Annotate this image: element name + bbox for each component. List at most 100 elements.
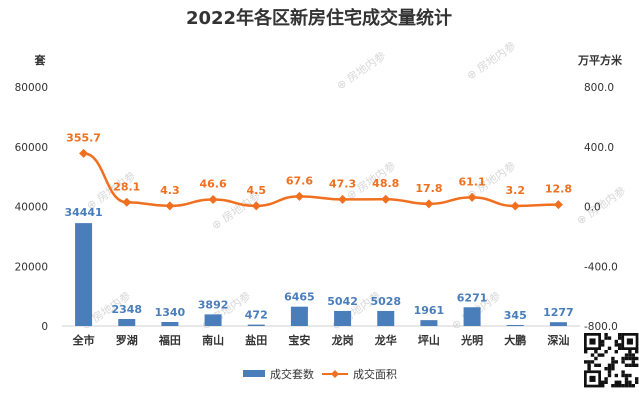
qr-module (628, 353, 632, 357)
line-value-label: 12.8 (545, 183, 572, 196)
bar (290, 306, 308, 326)
legend-marker-line (331, 370, 339, 378)
bar (463, 307, 481, 326)
bar-value-label: 345 (504, 309, 527, 322)
qr-module (624, 356, 629, 361)
line-value-label: 355.7 (66, 131, 101, 144)
qr-module (624, 353, 629, 357)
watermark-text: ⊕ 房地内参 (334, 48, 388, 92)
qr-module (597, 363, 601, 367)
qr-module (631, 356, 635, 361)
qr-module (604, 333, 608, 337)
qr-module (631, 363, 635, 367)
category-label: 坪山 (418, 333, 440, 347)
left-tick-label: 0 (41, 321, 48, 333)
bar-value-label: 1961 (414, 304, 445, 317)
line-point (424, 199, 434, 209)
category-label: 大鹏 (504, 333, 526, 347)
category-label: 龙岗 (331, 333, 354, 347)
qr-module (621, 384, 625, 388)
bar-value-label: 6271 (457, 291, 488, 304)
line-point (338, 194, 348, 204)
category-label: 南山 (202, 333, 224, 347)
category-labels: 全市 罗湖 福田 南山 盐田 宝安 龙岗 龙华 坪山 光明 大鹏 深汕 (72, 333, 570, 347)
category-label: 福田 (158, 333, 181, 347)
qr-module (587, 367, 591, 371)
line-point (467, 192, 477, 202)
qr-module (618, 384, 622, 388)
qr-module (587, 360, 591, 364)
line-point (122, 197, 132, 207)
right-tick-label: 0.0 (584, 202, 601, 214)
bar-value-label: 472 (245, 309, 268, 322)
qr-module (614, 343, 618, 347)
qr-module (614, 380, 618, 384)
qr-module (631, 384, 635, 388)
legend: 成交套数 成交面积 (243, 367, 397, 381)
qr-module (601, 380, 605, 384)
qr-module (611, 360, 615, 364)
qr-module (601, 339, 605, 344)
qr-module (601, 343, 605, 347)
qr-module (621, 373, 625, 378)
qr-module (607, 346, 612, 350)
bar (204, 314, 222, 326)
qr-module (618, 333, 622, 337)
line-point (79, 148, 89, 158)
qr-module (635, 377, 639, 381)
legend-label-bars: 成交套数 (270, 367, 314, 381)
category-label: 深汕 (547, 333, 569, 347)
qr-module (628, 380, 632, 384)
line-value-label: 17.8 (415, 182, 442, 195)
qr-module (614, 384, 618, 388)
qr-module (614, 339, 618, 344)
right-tick-label: -800.0 (584, 321, 618, 333)
qr-module (624, 380, 629, 384)
right-tick-label: -400.0 (584, 261, 618, 273)
line-point (510, 201, 520, 211)
line-value-label: 61.1 (459, 175, 486, 188)
qr-module (624, 377, 629, 381)
qr-module (635, 363, 639, 367)
qr-module (584, 350, 588, 354)
qr-module (624, 384, 629, 388)
line-point (251, 201, 261, 211)
qr-module (614, 350, 618, 354)
category-label: 全市 (72, 333, 95, 347)
bar-value-label: 3892 (198, 298, 229, 311)
bar-value-label: 1340 (155, 306, 186, 319)
bar (420, 320, 438, 326)
qr-module (631, 353, 635, 357)
watermark-text: ⊕ 房地内参 (574, 183, 628, 227)
qr-module (587, 363, 591, 367)
qr-module (604, 367, 608, 371)
qr-module (618, 346, 622, 350)
qr-module (618, 343, 622, 347)
line-value-label: 48.8 (372, 177, 399, 190)
qr-module (618, 380, 622, 384)
qr-module (635, 380, 639, 384)
qr-module (590, 353, 595, 357)
qr-module (618, 336, 622, 340)
line-value-label: 67.6 (286, 174, 313, 187)
qr-module (607, 373, 612, 378)
line-value-label: 4.3 (160, 184, 180, 197)
line-value-label: 47.3 (329, 177, 356, 190)
qr-module (611, 363, 615, 367)
right-tick-label: 400.0 (584, 142, 614, 154)
qr-module (597, 353, 601, 357)
qr-module (607, 363, 612, 367)
category-label: 宝安 (288, 333, 310, 347)
qr-module (604, 377, 608, 381)
bar-value-label: 5028 (370, 295, 401, 308)
left-axis-unit: 套 (35, 53, 47, 67)
qr-module (584, 360, 588, 364)
line-point (553, 200, 563, 210)
bar-value-label: 1277 (543, 306, 574, 319)
line-value-label: 4.5 (247, 184, 267, 197)
right-axis-ticks: -800.0 -400.0 0.0 400.0 800.0 (584, 82, 618, 333)
bar-series (75, 223, 567, 326)
line-point (208, 195, 218, 205)
bar-labels: 34441 2348 1340 3892 472 6465 5042 5028 1961 6271… (64, 206, 573, 322)
